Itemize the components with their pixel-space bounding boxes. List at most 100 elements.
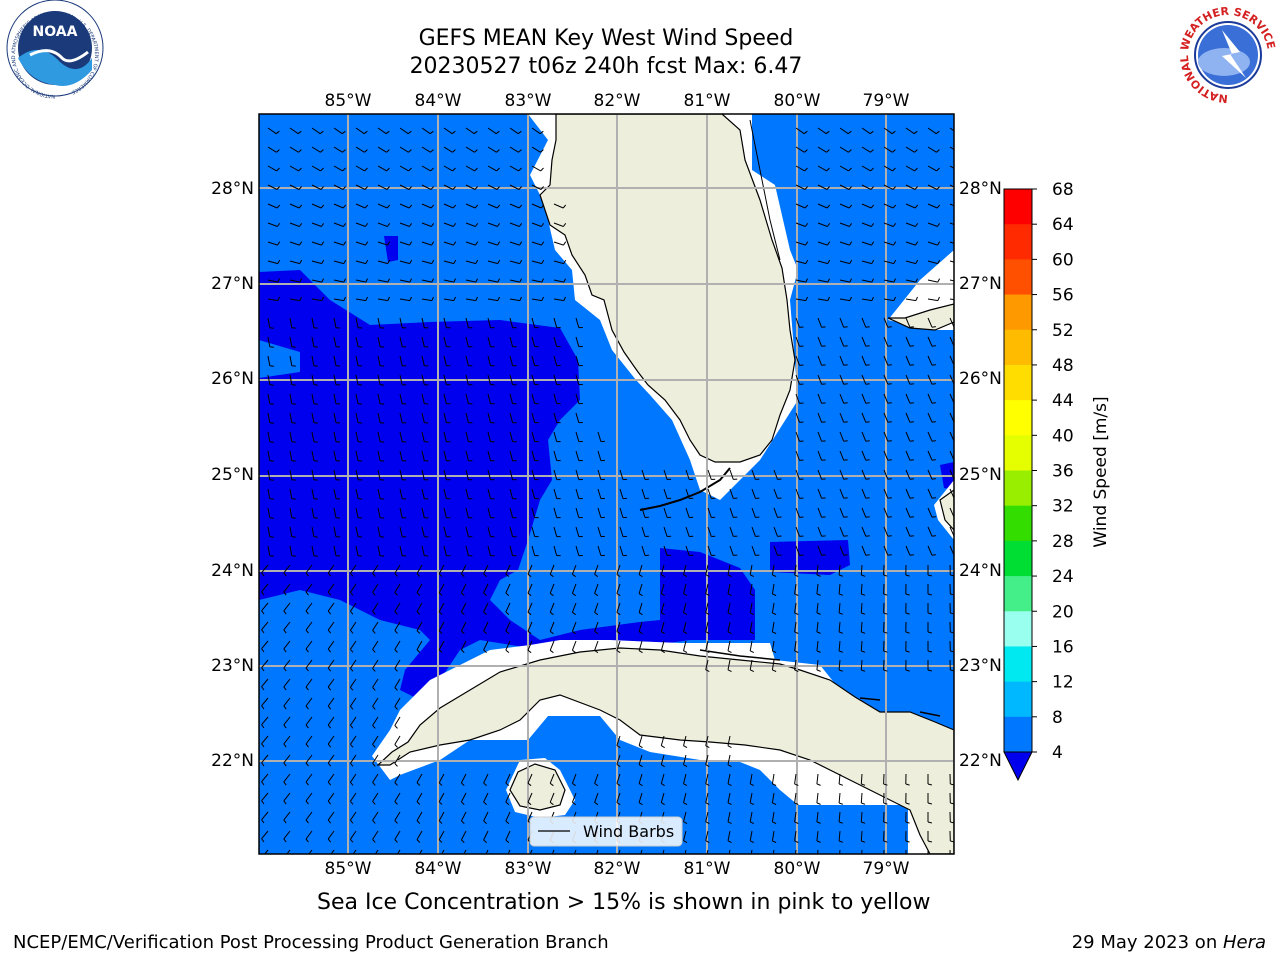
wind-barb: [949, 165, 954, 169]
wind-barb: [443, 259, 457, 265]
wind-barb: [839, 393, 848, 404]
wind-barb: [399, 184, 412, 190]
wind-barb: [683, 773, 688, 787]
wind-barb: [927, 831, 933, 843]
wind-barb: [861, 507, 870, 518]
colorbar-segment: [1004, 505, 1032, 542]
colorbar-tick-label: 36: [1052, 462, 1074, 482]
wind-barb: [311, 222, 325, 227]
wind-barb: [509, 412, 517, 424]
wind-barb: [438, 640, 445, 653]
wind-barb: [483, 640, 489, 653]
footer-date: 29 May 2023 on: [1071, 932, 1223, 953]
wind-barb: [267, 431, 274, 443]
wind-barb: [684, 849, 687, 854]
wind-barb: [311, 507, 318, 519]
wind-barb: [638, 754, 643, 768]
wind-barb: [377, 259, 391, 265]
wind-barb: [705, 773, 710, 787]
wind-barb: [817, 184, 830, 190]
wind-barb: [305, 583, 313, 596]
wind-barb: [927, 165, 940, 172]
wind-barb: [883, 640, 888, 653]
wind-barb: [399, 488, 407, 500]
wind-barb: [839, 431, 848, 442]
wind-barb: [443, 507, 451, 519]
wind-barb: [377, 545, 385, 557]
wind-barb: [616, 754, 621, 768]
wind-barb: [619, 488, 628, 500]
wind-barb: [289, 412, 296, 424]
wind-barb: [399, 355, 407, 367]
wind-barb: [355, 296, 368, 302]
wind-barb: [905, 507, 914, 518]
wind-barb: [349, 602, 357, 615]
florida-keys: [639, 467, 731, 511]
wind-barb: [333, 259, 347, 265]
wind-barb: [705, 830, 710, 844]
wind-barb: [349, 659, 357, 672]
lon-label: 85°W: [325, 91, 372, 111]
wind-barb: [487, 203, 501, 209]
wind-barb: [838, 773, 844, 786]
wind-barb: [505, 602, 511, 615]
wind-barb: [905, 296, 918, 302]
wind-barb: [421, 450, 429, 462]
colorbar-tick-label: 16: [1052, 637, 1074, 657]
land-florida: [539, 114, 796, 463]
wind-barb: [372, 792, 379, 805]
wind-barb: [707, 545, 716, 556]
wind-barb: [509, 278, 523, 283]
wind-barb: [487, 241, 501, 246]
wind-barb: [553, 241, 567, 246]
wind-barb: [527, 773, 533, 787]
wind-barb: [421, 507, 429, 519]
wind-barb: [289, 184, 302, 190]
lon-label: 79°W: [863, 859, 910, 879]
wind-barb: [663, 526, 672, 537]
wind-barb: [861, 127, 874, 135]
wind-barb: [311, 184, 324, 190]
wind-barb: [795, 374, 804, 385]
wind-barb: [531, 374, 539, 386]
wind-barb: [349, 640, 357, 653]
lon-label: 82°W: [594, 859, 641, 879]
wind-barb: [333, 393, 341, 405]
wind-barb: [483, 792, 489, 805]
wind-barb: [727, 621, 732, 635]
wind-barb: [311, 296, 324, 302]
wind-barb: [416, 602, 423, 615]
wind-barb: [396, 849, 401, 854]
wind-barb: [749, 621, 755, 635]
wind-barb: [839, 241, 853, 246]
wind-barb: [261, 659, 269, 672]
wind-barb: [927, 317, 936, 328]
wind-barb: [333, 278, 347, 283]
wind-barb: [421, 317, 429, 329]
wind-barb: [487, 127, 500, 135]
wind-barb: [883, 811, 888, 824]
wind-barb: [839, 469, 848, 480]
wind-barb: [727, 602, 732, 616]
wind-barb: [729, 526, 738, 537]
wind-barb: [333, 545, 341, 557]
wind-barb: [443, 450, 451, 462]
wind-barb: [355, 336, 363, 348]
land-andros: [939, 489, 954, 531]
wind-barb: [619, 526, 628, 538]
wind-barb: [949, 203, 954, 207]
wind-barb: [927, 641, 933, 653]
wind-barb: [372, 564, 379, 577]
wind-barb: [861, 374, 870, 385]
wind-barb: [553, 317, 561, 329]
wind-barb: [749, 564, 755, 578]
wind-barb: [861, 526, 870, 537]
wind-barb: [927, 793, 933, 805]
wind-barb: [817, 374, 826, 385]
colorbar-tick-label: 60: [1052, 250, 1074, 270]
lon-label: 82°W: [594, 91, 641, 111]
wind-barb: [311, 431, 318, 443]
wind-barb: [883, 374, 892, 385]
lon-label: 83°W: [505, 91, 552, 111]
wind-barb: [883, 184, 896, 190]
